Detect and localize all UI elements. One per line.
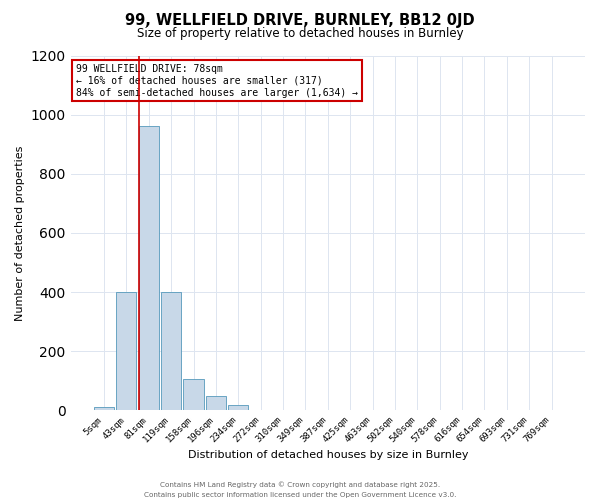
- Y-axis label: Number of detached properties: Number of detached properties: [15, 146, 25, 320]
- Bar: [184, 380, 203, 410]
- Bar: [206, 396, 226, 410]
- Bar: [116, 292, 136, 410]
- Bar: [94, 408, 114, 410]
- Bar: [161, 292, 181, 410]
- Bar: [228, 405, 248, 410]
- Text: Size of property relative to detached houses in Burnley: Size of property relative to detached ho…: [137, 28, 463, 40]
- Text: 99, WELLFIELD DRIVE, BURNLEY, BB12 0JD: 99, WELLFIELD DRIVE, BURNLEY, BB12 0JD: [125, 12, 475, 28]
- Bar: [139, 126, 159, 410]
- Text: 99 WELLFIELD DRIVE: 78sqm
← 16% of detached houses are smaller (317)
84% of semi: 99 WELLFIELD DRIVE: 78sqm ← 16% of detac…: [76, 64, 358, 98]
- Text: Contains public sector information licensed under the Open Government Licence v3: Contains public sector information licen…: [144, 492, 456, 498]
- Text: Contains HM Land Registry data © Crown copyright and database right 2025.: Contains HM Land Registry data © Crown c…: [160, 481, 440, 488]
- X-axis label: Distribution of detached houses by size in Burnley: Distribution of detached houses by size …: [188, 450, 468, 460]
